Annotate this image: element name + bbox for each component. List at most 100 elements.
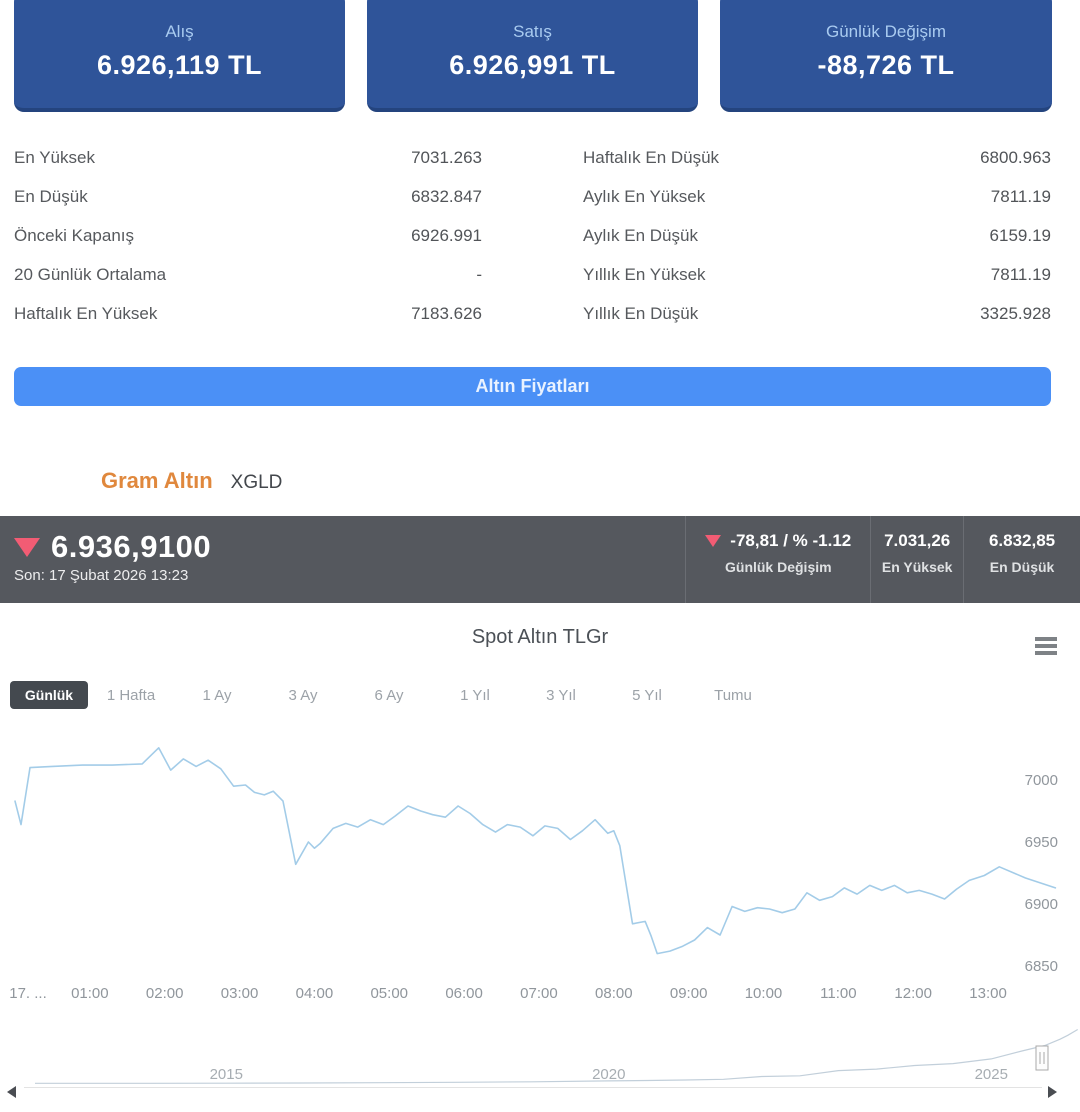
stat-row: Aylık En Düşük 6159.19 xyxy=(583,216,1051,255)
x-axis-tick: 10:00 xyxy=(745,985,783,1002)
y-axis-tick: 6950 xyxy=(1025,834,1058,851)
card-buy: Alış 6.926,119 TL xyxy=(14,0,345,112)
x-axis-tick: 09:00 xyxy=(670,985,708,1002)
stat-row: 20 Günlük Ortalama - xyxy=(14,255,482,294)
stat-value: 7183.626 xyxy=(411,303,482,323)
range-button-gunluk[interactable]: Günlük xyxy=(10,681,88,709)
instrument-code: XGLD xyxy=(230,472,283,493)
navigator-handle[interactable] xyxy=(1035,1045,1049,1071)
stat-label: Aylık En Yüksek xyxy=(583,186,706,206)
x-axis-tick: 05:00 xyxy=(370,985,408,1002)
x-axis-tick: 11:00 xyxy=(820,985,856,1002)
range-button-3ay[interactable]: 3 Ay xyxy=(260,681,346,709)
stat-label: En Yüksek xyxy=(14,147,95,167)
stat-label: Haftalık En Düşük xyxy=(583,147,720,167)
stat-row: Yıllık En Düşük 3325.928 xyxy=(583,294,1051,333)
range-button-1yil[interactable]: 1 Yıl xyxy=(432,681,518,709)
ticker-low-section: 6.832,85 En Düşük xyxy=(963,516,1080,603)
stat-label: Yıllık En Düşük xyxy=(583,303,699,323)
ticker-change-section: -78,81 / % -1.12 Günlük Değişim xyxy=(685,516,870,603)
stat-label: Önceki Kapanış xyxy=(14,225,135,245)
stat-label: Yıllık En Yüksek xyxy=(583,264,706,284)
card-sell: Satış 6.926,991 TL xyxy=(367,0,698,112)
ticker-low-label: En Düşük xyxy=(989,559,1055,575)
stat-value: 6926.991 xyxy=(411,225,482,245)
stat-value: 6832.847 xyxy=(411,186,482,206)
stat-row: Yıllık En Yüksek 7811.19 xyxy=(583,255,1051,294)
triangle-down-icon xyxy=(14,537,40,557)
stat-row: Haftalık En Düşük 6800.963 xyxy=(583,138,1051,177)
x-axis-tick: 06:00 xyxy=(445,985,483,1002)
stat-value: 7811.19 xyxy=(990,264,1051,284)
stat-value: 3325.928 xyxy=(980,303,1051,323)
y-axis-tick: 6900 xyxy=(1025,896,1058,913)
stats-column-right: Haftalık En Düşük 6800.963 Aylık En Yüks… xyxy=(583,138,1051,333)
navigator-series xyxy=(35,1028,1079,1084)
price-line-series xyxy=(14,746,1057,955)
navigator-year-label: 2025 xyxy=(975,1066,1008,1083)
x-axis-tick: 02:00 xyxy=(146,985,184,1002)
ticker-high-section: 7.031,26 En Yüksek xyxy=(870,516,963,603)
range-button-tumu[interactable]: Tumu xyxy=(690,681,776,709)
summary-cards: Alış 6.926,119 TL Satış 6.926,991 TL Gün… xyxy=(14,0,1052,112)
x-axis-tick: 03:00 xyxy=(221,985,259,1002)
price-ticker-bar: 6.936,9100 Son: 17 Şubat 2026 13:23 -78,… xyxy=(0,516,1080,603)
x-axis-tick: 04:00 xyxy=(296,985,334,1002)
range-button-6ay[interactable]: 6 Ay xyxy=(346,681,432,709)
scrollbar-right-arrow-icon[interactable] xyxy=(1048,1086,1057,1098)
stat-value: 7031.263 xyxy=(411,147,482,167)
ticker-high-value: 7.031,26 xyxy=(884,531,951,550)
ticker-change-label: Günlük Değişim xyxy=(725,559,832,575)
hamburger-icon[interactable] xyxy=(1035,637,1057,658)
card-daily-change: Günlük Değişim -88,726 TL xyxy=(720,0,1052,112)
y-axis-tick: 7000 xyxy=(1025,772,1058,789)
ticker-price-section: 6.936,9100 Son: 17 Şubat 2026 13:23 xyxy=(0,516,685,603)
range-button-5yil[interactable]: 5 Yıl xyxy=(604,681,690,709)
triangle-down-icon xyxy=(705,535,722,547)
stat-row: Önceki Kapanış 6926.991 xyxy=(14,216,482,255)
price-chart[interactable]: 7000 6950 6900 6850 17. ... 01:00 02:00 03:00 04… xyxy=(0,730,1080,1112)
ticker-change-value: -78,81 / % -1.12 xyxy=(730,531,852,550)
range-button-1hafta[interactable]: 1 Hafta xyxy=(88,681,174,709)
stat-label: Aylık En Düşük xyxy=(583,225,698,245)
gold-prices-button[interactable]: Altın Fiyatları xyxy=(14,367,1051,406)
card-daily-change-label: Günlük Değişim xyxy=(826,22,946,41)
ticker-low-value: 6.832,85 xyxy=(988,531,1056,550)
stat-value: - xyxy=(476,264,482,284)
range-button-1ay[interactable]: 1 Ay xyxy=(174,681,260,709)
card-buy-value: 6.926,119 TL xyxy=(96,50,263,80)
stat-value: 6800.963 xyxy=(980,147,1051,167)
stat-row: En Düşük 6832.847 xyxy=(14,177,482,216)
stats-column-left: En Yüksek 7031.263 En Düşük 6832.847 Önc… xyxy=(14,138,482,333)
stat-label: 20 Günlük Ortalama xyxy=(14,264,167,284)
y-axis-tick: 6850 xyxy=(1025,958,1058,975)
x-axis-tick: 13:00 xyxy=(969,985,1007,1002)
stat-row: Haftalık En Yüksek 7183.626 xyxy=(14,294,482,333)
stat-row: Aylık En Yüksek 7811.19 xyxy=(583,177,1051,216)
navigator-year-label: 2020 xyxy=(592,1066,625,1083)
ticker-price: 6.936,9100 xyxy=(51,529,212,564)
scrollbar-left-arrow-icon[interactable] xyxy=(7,1086,16,1098)
card-daily-change-value: -88,726 TL xyxy=(817,50,955,80)
range-selector: Günlük 1 Hafta 1 Ay 3 Ay 6 Ay 1 Yıl 3 Yı… xyxy=(10,681,776,709)
instrument-name: Gram Altın xyxy=(101,468,213,493)
x-axis-tick: 12:00 xyxy=(894,985,932,1002)
card-sell-label: Satış xyxy=(513,22,552,41)
range-button-3yil[interactable]: 3 Yıl xyxy=(518,681,604,709)
x-axis-tick: 07:00 xyxy=(520,985,558,1002)
ticker-high-label: En Yüksek xyxy=(881,559,953,575)
card-sell-value: 6.926,991 TL xyxy=(449,50,616,80)
stat-label: En Düşük xyxy=(14,186,88,206)
x-axis-tick: 08:00 xyxy=(595,985,633,1002)
card-buy-label: Alış xyxy=(165,22,194,41)
stat-row: En Yüksek 7031.263 xyxy=(14,138,482,177)
ticker-last-update: Son: 17 Şubat 2026 13:23 xyxy=(14,567,189,584)
stat-label: Haftalık En Yüksek xyxy=(14,303,158,323)
stat-value: 6159.19 xyxy=(989,225,1051,245)
chart-title: Spot Altın TLGr xyxy=(471,626,609,648)
navigator-year-label: 2015 xyxy=(210,1066,243,1083)
x-axis-tick: 17. ... xyxy=(9,985,47,1002)
x-axis-tick: 01:00 xyxy=(71,985,109,1002)
stat-value: 7811.19 xyxy=(990,186,1051,206)
